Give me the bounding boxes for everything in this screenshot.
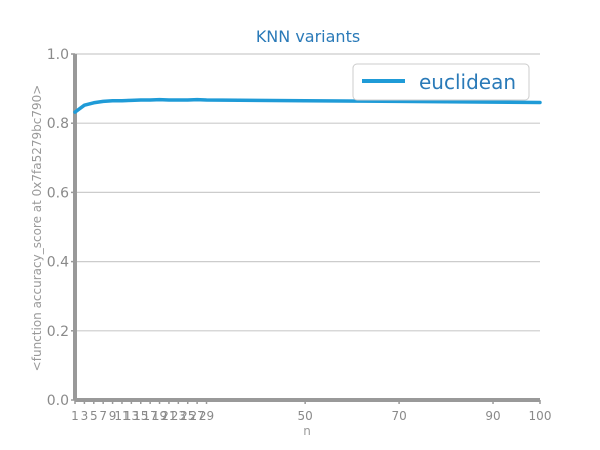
- data-point: [539, 101, 541, 104]
- legend-box: [352, 63, 530, 101]
- x-tick-label: 27: [189, 409, 204, 423]
- x-tick-label: 25: [180, 409, 195, 423]
- chart-title: KNN variants: [256, 27, 360, 46]
- x-tick-label: 15: [133, 409, 148, 423]
- data-point: [83, 104, 85, 106]
- x-tick-label: 3: [81, 409, 89, 423]
- x-tick-label: 23: [171, 409, 186, 423]
- data-point: [177, 99, 179, 101]
- y-tick-label: 0.2: [47, 324, 69, 340]
- data-point: [304, 100, 306, 102]
- legend-label: euclidean: [419, 70, 516, 94]
- data-point: [196, 99, 198, 101]
- data-point: [149, 99, 151, 101]
- x-tick-label: 9: [109, 409, 117, 423]
- data-point: [130, 99, 132, 101]
- x-tick-label: 5: [90, 409, 98, 423]
- x-tick-label: 29: [199, 409, 214, 423]
- data-point: [102, 100, 104, 103]
- y-tick-label: 0.0: [47, 393, 69, 409]
- x-tick-label: 50: [298, 409, 313, 423]
- x-tick-label: 11: [114, 409, 129, 423]
- x-tick-label: 70: [391, 409, 406, 423]
- axes: [73, 54, 540, 402]
- data-point: [187, 99, 189, 101]
- data-point: [111, 100, 114, 102]
- data-point: [398, 100, 400, 103]
- data-point: [168, 99, 170, 101]
- y-tick-label: 0.8: [47, 116, 69, 132]
- data-point: [140, 99, 142, 101]
- data-point: [492, 101, 494, 103]
- x-axis-label: n: [303, 424, 311, 438]
- x-tick-label: 17: [143, 409, 158, 423]
- data-point: [205, 99, 208, 101]
- x-tick-label: 13: [124, 409, 139, 423]
- y-tick-label: 0.6: [47, 185, 69, 201]
- x-tick-label: 19: [152, 409, 167, 423]
- x-tick-label: 7: [99, 409, 107, 423]
- x-tick-label: 90: [485, 409, 500, 423]
- x-tick-label: 1: [71, 409, 79, 423]
- x-tick-label: 100: [529, 409, 552, 423]
- legend: euclidean: [352, 63, 530, 101]
- series-group: [73, 97, 542, 114]
- data-point: [121, 100, 123, 102]
- data-point: [158, 99, 161, 101]
- y-axis-label: <function accuracy_score at 0x7fa5279bc7…: [30, 85, 44, 372]
- data-point: [74, 111, 76, 113]
- grid: [75, 53, 540, 401]
- y-ticks: 0.0 0.2 0.4 0.6 0.8 1.0: [47, 47, 75, 409]
- y-tick-label: 0.4: [47, 255, 69, 271]
- y-tick-label: 1.0: [47, 47, 69, 63]
- x-tick-label: 21: [161, 409, 176, 423]
- series-line-euclidean: [73, 97, 542, 114]
- data-point: [93, 102, 95, 104]
